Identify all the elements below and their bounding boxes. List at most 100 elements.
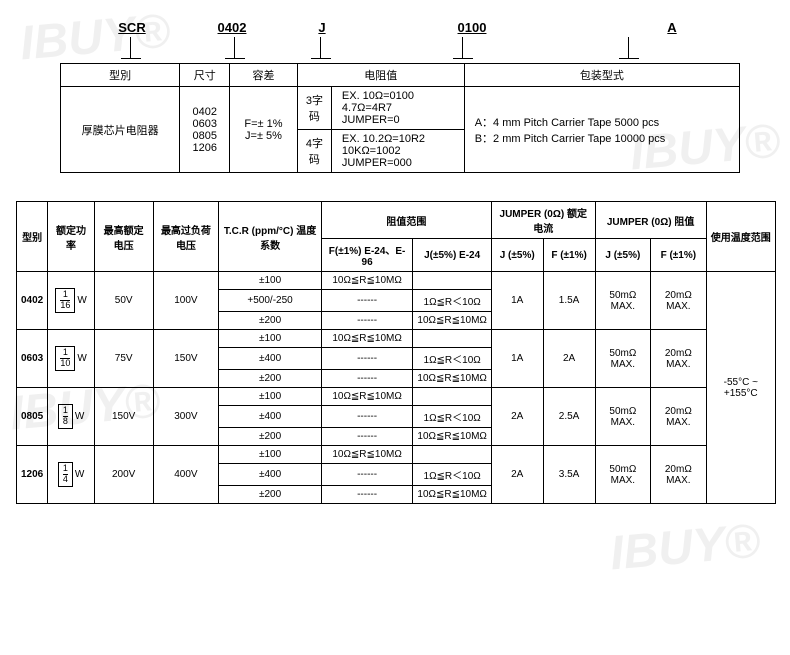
cell-tcr: ±200 bbox=[219, 312, 321, 330]
part-number-breakdown: SCR 0402 J 0100 A bbox=[12, 20, 778, 35]
cell-range-f: ------ bbox=[321, 464, 413, 486]
table-row: 0603110W75V150V±10010Ω≦R≦10MΩ1A2A50mΩ MA… bbox=[17, 330, 776, 348]
cell-maxwv: 50V bbox=[94, 272, 153, 330]
cell-packaging: A：4 mm Pitch Carrier Tape 5000 pcs B：2 m… bbox=[464, 87, 739, 173]
cell-type-0805: 0805 bbox=[17, 388, 48, 446]
size-1206: 1206 bbox=[186, 142, 223, 154]
th-jumperr: JUMPER (0Ω) 阻值 bbox=[595, 202, 706, 239]
cell-maxwv: 150V bbox=[94, 388, 153, 446]
cell-type: 厚膜芯片电阻器 bbox=[61, 87, 180, 173]
th-range: 阻值范围 bbox=[321, 202, 491, 239]
cell-tcr: ±200 bbox=[219, 486, 321, 504]
th-type: 型别 bbox=[17, 202, 48, 272]
cell-jumper-i-j: 2A bbox=[491, 388, 543, 446]
table-row: 080518W150V300V±10010Ω≦R≦10MΩ2A2.5A50mΩ … bbox=[17, 388, 776, 406]
cell-range-f: ------ bbox=[321, 312, 413, 330]
cell-range-f: ------ bbox=[321, 428, 413, 446]
cell-range-f: 10Ω≦R≦10MΩ bbox=[321, 272, 413, 290]
cell-jumper-r-j: 50mΩ MAX. bbox=[595, 272, 650, 330]
hdr-size: 尺寸 bbox=[180, 64, 230, 87]
pack-b: B：2 mm Pitch Carrier Tape 10000 pcs bbox=[475, 130, 733, 146]
cell-jumper-i-j: 1A bbox=[491, 330, 543, 388]
size-0805: 0805 bbox=[186, 130, 223, 142]
ex3-1: EX. 10Ω=0100 bbox=[342, 90, 458, 102]
th-range-j: J(±5%) E-24 bbox=[413, 239, 492, 272]
cell-power: 14W bbox=[48, 446, 95, 504]
cell-range-f: 10Ω≦R≦10MΩ bbox=[321, 446, 413, 464]
cell-tcr: ±100 bbox=[219, 388, 321, 406]
ex4-2: 10KΩ=1002 bbox=[342, 145, 458, 157]
cell-3digit-examples: EX. 10Ω=0100 4.7Ω=4R7 JUMPER=0 bbox=[331, 87, 464, 130]
cell-maxov: 300V bbox=[153, 388, 219, 446]
cell-4digit-examples: EX. 10.2Ω=10R2 10KΩ=1002 JUMPER=000 bbox=[331, 130, 464, 173]
cell-tolerance: F=± 1% J=± 5% bbox=[230, 87, 298, 173]
cell-jumper-r-j: 50mΩ MAX. bbox=[595, 446, 650, 504]
cell-jumper-i-f: 1.5A bbox=[543, 272, 595, 330]
cell-tcr: ±400 bbox=[219, 406, 321, 428]
cell-power: 110W bbox=[48, 330, 95, 388]
th-ji-f: F (±1%) bbox=[543, 239, 595, 272]
watermark: IBUY® bbox=[608, 514, 762, 582]
table-row: 0402116W50V100V±10010Ω≦R≦10MΩ1A1.5A50mΩ … bbox=[17, 272, 776, 290]
cell-maxov: 100V bbox=[153, 272, 219, 330]
cell-range-j: 1Ω≦R＜10Ω bbox=[413, 348, 492, 370]
cell-range-j: 10Ω≦R≦10MΩ bbox=[413, 370, 492, 388]
ex3-3: JUMPER=0 bbox=[342, 114, 458, 126]
cell-power: 18W bbox=[48, 388, 95, 446]
th-ji-j: J (±5%) bbox=[491, 239, 543, 272]
th-maxwv: 最高额定电压 bbox=[94, 202, 153, 272]
cell-tcr: ±400 bbox=[219, 464, 321, 486]
cell-jumper-r-j: 50mΩ MAX. bbox=[595, 388, 650, 446]
cell-4digit-label: 4字码 bbox=[297, 130, 331, 173]
cell-range-j: 10Ω≦R≦10MΩ bbox=[413, 486, 492, 504]
cell-range-j: 1Ω≦R＜10Ω bbox=[413, 464, 492, 486]
cell-jumper-r-f: 20mΩ MAX. bbox=[651, 446, 706, 504]
cell-maxov: 150V bbox=[153, 330, 219, 388]
cell-range-f: ------ bbox=[321, 486, 413, 504]
cell-range-j: 1Ω≦R＜10Ω bbox=[413, 406, 492, 428]
hdr-type: 型別 bbox=[61, 64, 180, 87]
cell-range-j: 1Ω≦R＜10Ω bbox=[413, 290, 492, 312]
cell-tcr: ±100 bbox=[219, 330, 321, 348]
th-range-f: F(±1%) E-24、E-96 bbox=[321, 239, 413, 272]
cell-range-j bbox=[413, 446, 492, 464]
cell-3digit-label: 3字码 bbox=[297, 87, 331, 130]
th-jr-f: F (±1%) bbox=[651, 239, 706, 272]
cell-power: 116W bbox=[48, 272, 95, 330]
cell-maxwv: 75V bbox=[94, 330, 153, 388]
cell-range-j: 10Ω≦R≦10MΩ bbox=[413, 428, 492, 446]
th-jr-j: J (±5%) bbox=[595, 239, 650, 272]
size-0603: 0603 bbox=[186, 118, 223, 130]
cell-range-j bbox=[413, 388, 492, 406]
cell-jumper-i-f: 2.5A bbox=[543, 388, 595, 446]
cell-type-1206: 1206 bbox=[17, 446, 48, 504]
cell-sizes: 0402 0603 0805 1206 bbox=[180, 87, 230, 173]
th-power: 额定功率 bbox=[48, 202, 95, 272]
cell-type-0603: 0603 bbox=[17, 330, 48, 388]
hdr-packaging: 包装型式 bbox=[464, 64, 739, 87]
hdr-resistance: 电阻值 bbox=[297, 64, 464, 87]
cell-jumper-r-j: 50mΩ MAX. bbox=[595, 330, 650, 388]
cell-jumper-i-f: 2A bbox=[543, 330, 595, 388]
cell-range-f: 10Ω≦R≦10MΩ bbox=[321, 330, 413, 348]
hdr-tolerance: 容差 bbox=[230, 64, 298, 87]
cell-range-j bbox=[413, 330, 492, 348]
ex4-1: EX. 10.2Ω=10R2 bbox=[342, 133, 458, 145]
code-size: 0402 bbox=[202, 20, 262, 35]
th-tcr: T.C.R (ppm/°C) 温度系数 bbox=[219, 202, 321, 272]
tol-f: F=± 1% bbox=[236, 118, 291, 130]
cell-range-f: ------ bbox=[321, 370, 413, 388]
connector-lines bbox=[12, 37, 778, 63]
cell-range-j bbox=[413, 272, 492, 290]
cell-jumper-i-j: 1A bbox=[491, 272, 543, 330]
part-coding-table: 型別 尺寸 容差 电阻值 包装型式 厚膜芯片电阻器 0402 0603 0805… bbox=[60, 63, 740, 173]
code-packaging: A bbox=[642, 20, 702, 35]
cell-tcr: ±400 bbox=[219, 348, 321, 370]
cell-tcr: ±100 bbox=[219, 446, 321, 464]
size-0402: 0402 bbox=[186, 106, 223, 118]
cell-jumper-r-f: 20mΩ MAX. bbox=[651, 388, 706, 446]
cell-range-f: ------ bbox=[321, 348, 413, 370]
cell-tcr: +500/-250 bbox=[219, 290, 321, 312]
th-temprange: 使用温度范围 bbox=[706, 202, 775, 272]
code-value: 0100 bbox=[442, 20, 502, 35]
